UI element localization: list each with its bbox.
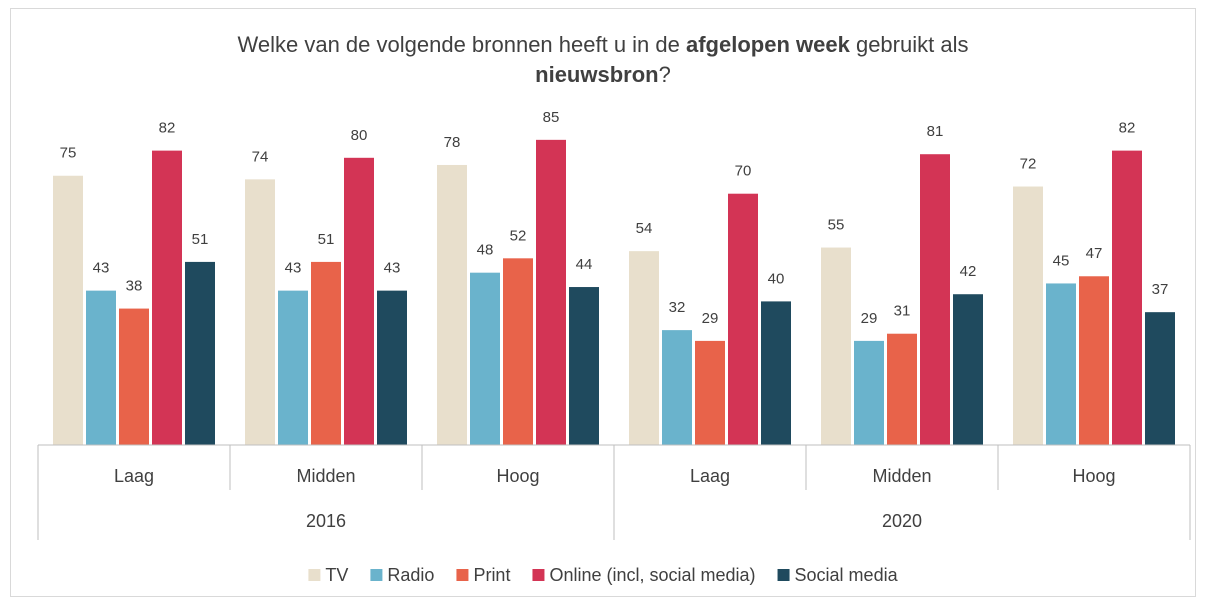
legend-swatch [308,569,321,581]
data-label: 29 [861,310,878,327]
bar [569,287,599,445]
x-tick-label: Laag [114,466,154,486]
bar [1112,150,1142,445]
chart-title-line2: nieuwsbron? [535,62,671,87]
data-label: 45 [1053,252,1070,269]
data-label: 47 [1086,245,1103,262]
bar [185,261,215,445]
x-tick-label: Laag [690,466,730,486]
bar [695,340,725,445]
bar [1079,276,1109,445]
title-part: gebruikt als [850,32,969,57]
data-label: 37 [1152,281,1169,298]
title-part: ? [659,62,671,87]
data-label: 43 [93,260,110,277]
legend-label: Radio [387,565,434,585]
data-label: 74 [252,148,269,165]
legend-swatch [532,569,545,581]
data-label: 31 [894,303,911,320]
bar [1013,186,1043,445]
bar [86,290,116,445]
data-label: 51 [318,231,335,248]
bar [377,290,407,445]
title-part: Welke van de volgende bronnen heeft u in… [238,32,686,57]
bar [920,154,950,445]
data-label: 72 [1020,155,1037,172]
title-part: afgelopen week [686,32,851,57]
bar [470,272,500,445]
data-label: 54 [636,220,653,237]
bar [278,290,308,445]
bar [437,164,467,446]
legend-label: Online (incl, social media) [549,565,755,585]
bar [152,150,182,445]
data-label: 82 [1119,120,1136,137]
bar [119,308,149,445]
bar [245,179,275,445]
data-label: 43 [384,260,401,277]
group-label: 2016 [306,511,346,531]
group-label: 2020 [882,511,922,531]
bar [761,301,791,445]
data-label: 51 [192,231,209,248]
bar [344,157,374,446]
data-label: 40 [768,270,785,287]
legend-label: Social media [795,565,899,585]
data-label: 43 [285,260,302,277]
legend-swatch [777,569,790,581]
bar [821,247,851,445]
x-tick-label: Hoog [496,466,539,486]
bar [1145,312,1175,445]
data-label: 85 [543,109,560,126]
data-label: 48 [477,242,494,259]
data-label: 81 [927,123,944,140]
legend-swatch [370,569,383,581]
data-label: 82 [159,120,176,137]
bar [629,251,659,445]
x-tick-label: Hoog [1072,466,1115,486]
bar [503,258,533,445]
data-label: 80 [351,127,368,144]
bar [728,193,758,445]
bar [662,330,692,445]
title-part: nieuwsbron [535,62,658,87]
data-label: 29 [702,310,719,327]
data-label: 32 [669,299,686,316]
data-label: 52 [510,227,527,244]
data-label: 44 [576,256,593,273]
bar [887,333,917,445]
data-label: 42 [960,263,977,280]
bar [311,261,341,445]
bar [53,175,83,445]
bar [536,139,566,445]
bar [854,340,884,445]
data-label: 78 [444,134,461,151]
bar [1046,283,1076,445]
x-tick-label: Midden [296,466,355,486]
chart-title: Welke van de volgende bronnen heeft u in… [238,32,969,57]
data-label: 55 [828,217,845,234]
bar [953,294,983,445]
legend-label: TV [325,565,348,585]
legend-label: Print [473,565,510,585]
x-tick-label: Midden [872,466,931,486]
data-label: 75 [60,145,77,162]
data-label: 70 [735,163,752,180]
data-label: 38 [126,278,143,295]
legend-swatch [456,569,469,581]
